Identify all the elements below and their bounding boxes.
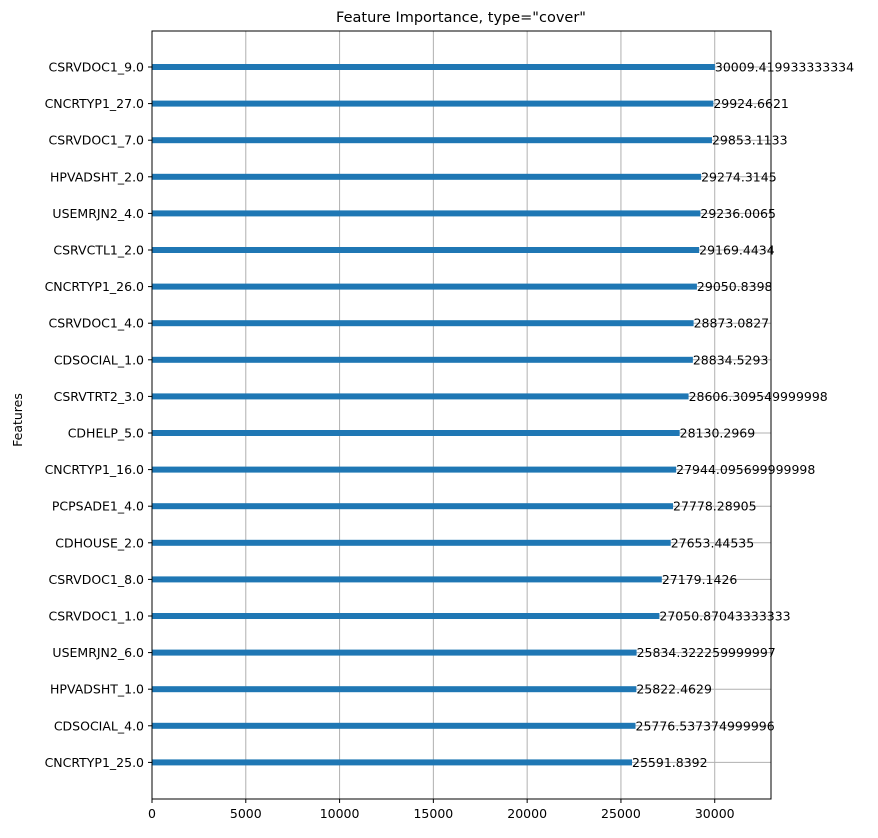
bar-cncrtyp1-26-0 <box>152 283 697 290</box>
data-labels: 30009.419933333334 29924.6621 29853.1133 29… <box>632 60 854 770</box>
bar-value-label: 28606.309549999998 <box>689 389 828 404</box>
bar-usemrjn2-6-0 <box>152 649 637 656</box>
y-tick-label: CSRVDOC1_9.0 <box>49 60 145 75</box>
bar-value-label: 29853.1133 <box>712 133 788 148</box>
bar-value-label: 29169.4434 <box>699 243 775 258</box>
bar-value-label: 27778.28905 <box>673 499 757 514</box>
y-tick-label: CSRVDOC1_1.0 <box>49 609 145 624</box>
y-tick-label: HPVADSHT_2.0 <box>50 169 144 184</box>
y-axis-label: Features <box>10 393 25 447</box>
bar-cncrtyp1-27-0 <box>152 100 714 107</box>
y-tick-label: CDHOUSE_2.0 <box>55 535 144 550</box>
bar-value-label: 25822.4629 <box>636 682 712 697</box>
bar-value-label: 27944.095699999998 <box>676 462 815 477</box>
y-tick-label: HPVADSHT_1.0 <box>50 682 144 697</box>
y-tick-label: USEMRJN2_6.0 <box>52 645 144 660</box>
bar-csrvdoc1-4-0 <box>152 320 694 327</box>
y-tick-label: CSRVTRT2_3.0 <box>54 389 144 404</box>
chart-title: Feature Importance, type="cover" <box>336 10 586 26</box>
y-tick-label: CDSOCIAL_1.0 <box>54 352 144 367</box>
bar-cncrtyp1-16-0 <box>152 466 677 473</box>
x-tick-label: 30000 <box>695 806 735 821</box>
y-tick-label: CDHELP_5.0 <box>68 426 144 441</box>
y-tick-label: CNCRTYP1_26.0 <box>45 279 144 294</box>
bar-value-label: 25834.322259999997 <box>637 645 776 660</box>
bar-cdhouse-2-0 <box>152 539 671 546</box>
bar-cncrtyp1-25-0 <box>152 759 633 766</box>
y-tick-label: PCPSADE1_4.0 <box>52 499 144 514</box>
bar-value-label: 28130.2969 <box>680 426 756 441</box>
axes: 0 5000 10000 15000 20000 25000 30000 CSRVDOC1_9… <box>45 30 772 821</box>
x-tick-label: 10000 <box>320 806 360 821</box>
x-tick-label: 15000 <box>413 806 453 821</box>
bar-hpvadsht-1-0 <box>152 686 637 693</box>
y-tick-label: CNCRTYP1_25.0 <box>45 755 144 770</box>
bar-cdsocial-1-0 <box>152 356 693 363</box>
bar-csrvdoc1-7-0 <box>152 137 712 144</box>
y-tick-label: CSRVDOC1_4.0 <box>49 316 145 331</box>
bar-value-label: 29274.3145 <box>701 169 777 184</box>
bar-csrvdoc1-1-0 <box>152 613 660 619</box>
y-tick-label: CSRVDOC1_8.0 <box>49 572 145 587</box>
bar-usemrjn2-4-0 <box>152 210 701 217</box>
bar-value-label: 29050.8398 <box>697 279 773 294</box>
y-tick-label: CSRVDOC1_7.0 <box>49 133 145 148</box>
bar-value-label: 27050.87043333333 <box>659 609 790 624</box>
x-tick-label: 20000 <box>507 806 547 821</box>
y-tick-label: CNCRTYP1_27.0 <box>45 96 144 111</box>
bar-cdsocial-4-0 <box>152 722 636 729</box>
bar-pcpsade1-4-0 <box>152 503 674 510</box>
x-tick-label: 5000 <box>230 806 262 821</box>
bar-value-label: 25591.8392 <box>632 755 708 770</box>
y-tick-label: CSRVCTL1_2.0 <box>53 243 144 258</box>
axes-frame <box>151 30 772 800</box>
bar-csrvctl1-2-0 <box>152 247 700 253</box>
bar-value-label: 28873.0827 <box>694 316 770 331</box>
y-tick-label: USEMRJN2_4.0 <box>52 206 144 221</box>
y-tick-label: CNCRTYP1_16.0 <box>45 462 144 477</box>
x-tick-label: 25000 <box>601 806 641 821</box>
x-tick-label: 0 <box>148 806 156 821</box>
bar-value-label: 27179.1426 <box>662 572 738 587</box>
bar-value-label: 29236.0065 <box>700 206 776 221</box>
bar-csrvdoc1-8-0 <box>152 576 662 583</box>
bar-hpvadsht-2-0 <box>152 173 702 180</box>
bars <box>152 64 715 766</box>
bar-cdhelp-5-0 <box>152 430 680 436</box>
y-tick-label: CDSOCIAL_4.0 <box>54 718 144 733</box>
bar-value-label: 25776.537374999996 <box>636 718 775 733</box>
bar-value-label: 28834.5293 <box>693 352 769 367</box>
bar-value-label: 30009.419933333334 <box>715 60 854 75</box>
bar-value-label: 27653.44535 <box>671 535 755 550</box>
bar-value-label: 29924.6621 <box>713 96 789 111</box>
bar-csrvtrt2-3-0 <box>152 393 689 400</box>
bar-csrvdoc1-9-0 <box>152 64 715 70</box>
